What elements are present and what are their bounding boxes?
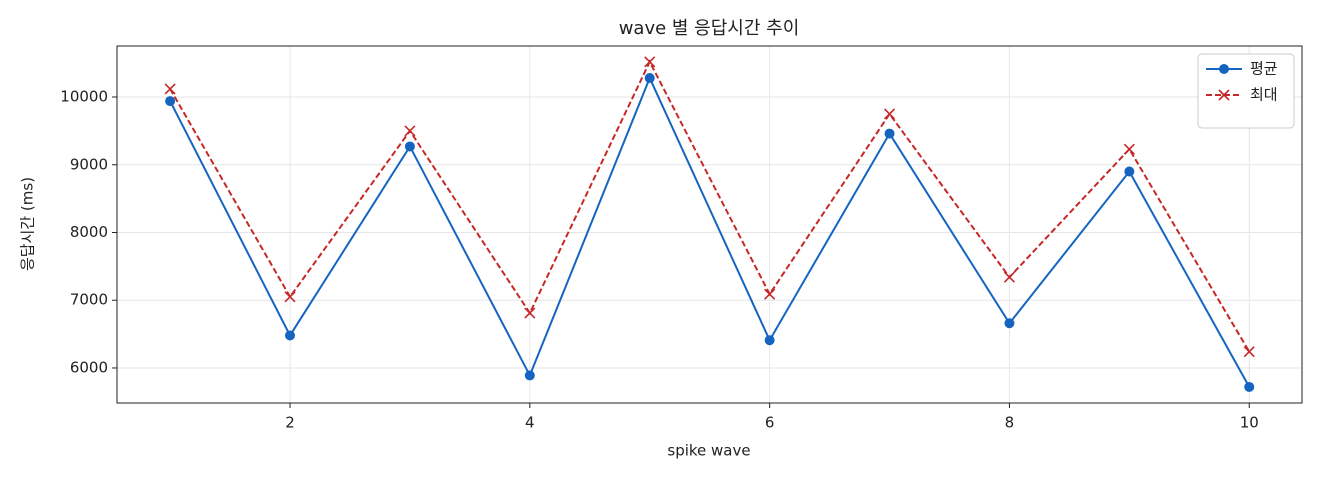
marker — [644, 73, 655, 84]
marker — [1124, 166, 1135, 177]
marker — [1243, 346, 1255, 358]
marker — [1003, 271, 1016, 283]
x-tick-label: 2 — [285, 414, 295, 432]
chart-title: wave 별 응답시간 추이 — [619, 18, 800, 39]
marker — [285, 330, 296, 341]
x-tick-label: 6 — [765, 414, 775, 432]
marker — [165, 96, 176, 107]
marker — [1004, 318, 1015, 329]
y-tick-label: 9000 — [70, 155, 108, 173]
marker — [284, 291, 296, 303]
marker — [524, 307, 536, 319]
plot-frame — [116, 45, 1303, 404]
x-tick-label: 10 — [1240, 414, 1259, 432]
marker — [404, 125, 416, 137]
marker — [1244, 381, 1255, 392]
legend-marker — [1219, 64, 1229, 74]
marker — [524, 370, 535, 381]
y-tick-label: 10000 — [60, 88, 108, 106]
series-line — [169, 59, 1251, 353]
legend-box — [1197, 53, 1295, 129]
y-tick-label: 6000 — [70, 358, 108, 376]
marker — [1123, 143, 1135, 155]
series-line — [169, 75, 1251, 388]
marker — [404, 141, 415, 152]
x-tick-label: 4 — [525, 414, 535, 432]
marker — [764, 288, 776, 300]
marker — [644, 56, 656, 68]
marker — [164, 83, 176, 95]
marker — [884, 128, 895, 139]
x-tick-label: 8 — [1005, 414, 1015, 432]
y-tick-label: 8000 — [70, 223, 108, 241]
x-axis-label: spike wave — [667, 442, 750, 460]
legend-marker — [1218, 89, 1230, 101]
marker — [883, 108, 896, 120]
legend-label: 최대 — [1250, 86, 1278, 104]
marker — [764, 335, 775, 346]
legend-label: 평균 — [1250, 60, 1278, 78]
y-tick-label: 7000 — [70, 291, 108, 309]
y-axis-label: 응답시간 (ms) — [19, 177, 37, 271]
